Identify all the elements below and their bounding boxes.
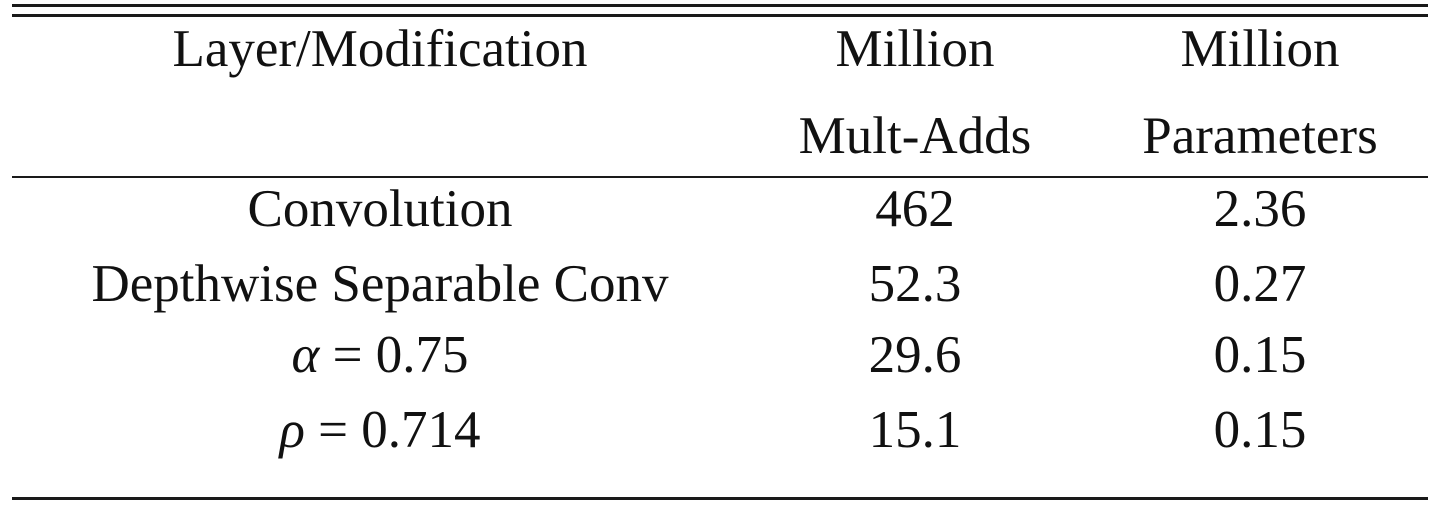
header-rule [12,176,1428,178]
row-parameters: 2.36 [1213,180,1307,238]
row-label: ρ = 0.714 [20,398,740,462]
rho-value: = 0.714 [304,401,481,459]
rho-symbol: ρ [279,401,305,459]
alpha-symbol: α [291,326,320,384]
top-rule-inner [12,14,1428,17]
header-mult-adds-line2: Mult-Adds [798,107,1032,165]
row-parameters: 0.15 [1213,326,1307,384]
header-mult-adds-line1: Million [835,20,995,78]
row-label: Depthwise Separable Conv [91,255,669,313]
row-parameters: 0.15 [1213,401,1307,459]
header-parameters-line1: Million [1180,20,1340,78]
row-mult-adds: 52.3 [868,255,962,313]
row-mult-adds: 29.6 [868,326,962,384]
header-layer-modification: Layer/Modification [172,20,588,78]
row-mult-adds: 15.1 [868,401,962,459]
row-mult-adds: 462 [875,180,955,238]
row-label: α = 0.75 [20,323,740,387]
header-parameters-line2: Parameters [1142,107,1378,165]
row-parameters: 0.27 [1213,255,1307,313]
alpha-value: = 0.75 [319,326,469,384]
row-label: Convolution [247,180,513,238]
bottom-rule [12,497,1428,500]
top-rule-outer [12,4,1428,7]
